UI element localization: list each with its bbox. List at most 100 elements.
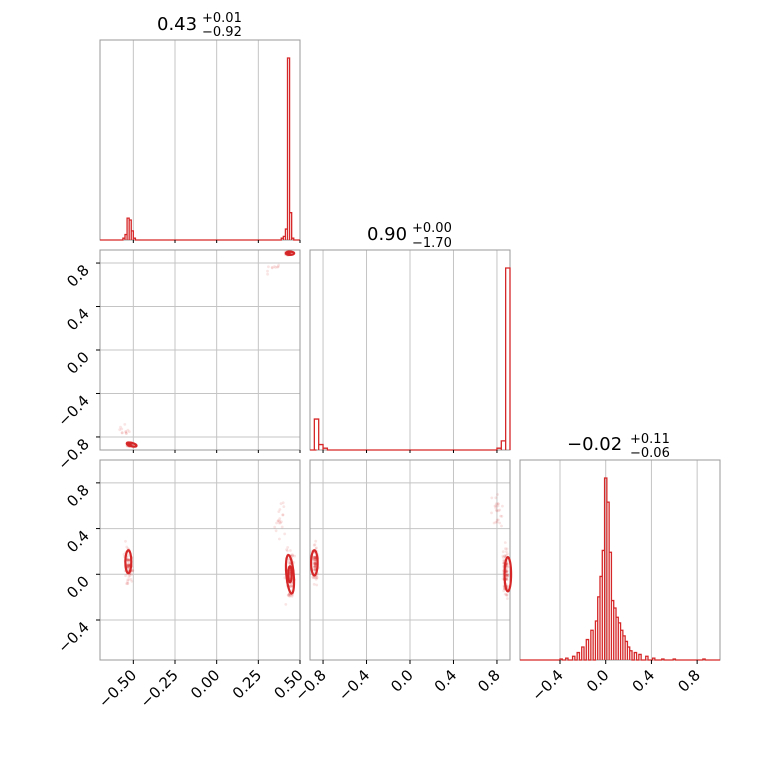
sample-point <box>313 564 317 568</box>
sample-point <box>313 564 317 568</box>
title-param-2: 0.90 <box>367 224 407 245</box>
sample-point <box>313 562 317 566</box>
sample-point <box>279 502 283 505</box>
title-param-1-lower: −0.92 <box>202 25 242 40</box>
sample-point <box>266 272 269 276</box>
sample-point <box>497 509 500 513</box>
sample-point <box>313 576 317 580</box>
sample-point <box>505 570 509 574</box>
title-param-2-lower: −1.70 <box>412 236 452 251</box>
sample-point <box>284 603 288 606</box>
sample-point <box>313 558 317 562</box>
sample-point <box>275 521 278 525</box>
sample-point <box>127 564 130 567</box>
sample-point <box>315 576 319 580</box>
sample-point <box>282 505 286 508</box>
sample-point <box>130 573 134 576</box>
x-tick-label: 0.00 <box>187 666 223 702</box>
sample-point <box>278 537 281 541</box>
sample-point <box>277 510 281 513</box>
sample-point <box>276 519 280 523</box>
histogram-param-3 <box>520 477 720 661</box>
density-contour <box>503 556 513 593</box>
x-tick-label: −0.4 <box>528 666 566 704</box>
sample-point <box>291 554 295 557</box>
sample-point <box>127 578 131 581</box>
sample-point <box>281 501 285 505</box>
sample-point <box>287 557 290 561</box>
sample-point <box>126 581 130 585</box>
sample-point <box>287 560 291 564</box>
sample-point <box>313 561 317 565</box>
sample-point <box>312 556 316 560</box>
sample-point <box>505 569 509 573</box>
sample-point <box>124 539 127 543</box>
sample-point <box>313 565 317 568</box>
sample-point <box>127 558 131 562</box>
sample-point <box>281 513 285 517</box>
sample-point <box>127 558 130 562</box>
sample-point <box>504 554 508 557</box>
sample-point <box>126 561 130 565</box>
sample-point <box>505 569 509 573</box>
sample-point <box>119 425 122 429</box>
y-tick-label: −0.8 <box>54 435 92 473</box>
title-param-1: 0.43 <box>157 14 197 35</box>
sample-point <box>287 593 291 597</box>
x-tick-label: −0.50 <box>95 666 140 711</box>
sample-point <box>126 578 130 582</box>
sample-point <box>278 508 282 511</box>
sample-point <box>313 568 317 572</box>
sample-point <box>290 553 294 556</box>
x-tick-label: 0.0 <box>387 666 417 696</box>
sample-point <box>494 508 498 512</box>
sample-point <box>130 579 134 583</box>
sample-point <box>285 548 288 551</box>
density-contour <box>287 565 293 584</box>
sample-point <box>267 265 270 269</box>
sample-point <box>276 265 280 269</box>
sample-point <box>290 584 294 588</box>
sample-point <box>274 529 278 533</box>
sample-point <box>129 577 133 581</box>
sample-point <box>126 565 129 568</box>
sample-point <box>293 554 297 558</box>
x-tick-label: 0.8 <box>474 666 504 696</box>
sample-point <box>124 574 127 578</box>
sample-point <box>126 558 129 562</box>
sample-point <box>313 556 317 560</box>
sample-point <box>496 502 500 506</box>
sample-point <box>314 562 317 566</box>
sample-point <box>266 269 269 273</box>
sample-point <box>312 575 316 579</box>
sample-point <box>494 496 498 500</box>
sample-point <box>125 559 129 562</box>
title-param-3-lower: −0.06 <box>630 446 670 461</box>
title-param-3-upper: +0.11 <box>630 432 670 447</box>
sample-point <box>313 562 317 566</box>
y-tick-label: 0.4 <box>63 305 93 335</box>
sample-point <box>283 532 287 536</box>
sample-point <box>289 549 292 552</box>
sample-point <box>288 595 292 598</box>
sample-point <box>313 561 316 565</box>
sample-point <box>505 573 509 577</box>
x-tick-label: −0.4 <box>335 666 373 704</box>
sample-point <box>127 564 131 568</box>
x-tick-label: 0.25 <box>229 666 265 702</box>
sample-point <box>506 584 509 588</box>
panel-2d-param3-vs-param2 <box>309 459 513 661</box>
sample-point <box>131 569 135 573</box>
sample-point <box>120 431 124 435</box>
sample-point <box>312 543 316 547</box>
panel-2d-param3-vs-param1 <box>99 459 301 661</box>
sample-point <box>313 565 316 569</box>
sample-point <box>125 545 129 549</box>
sample-point <box>496 493 499 496</box>
sample-point <box>502 559 505 562</box>
sample-point <box>118 428 122 432</box>
sample-point <box>501 556 505 559</box>
x-tick-label: 0.4 <box>629 666 659 696</box>
